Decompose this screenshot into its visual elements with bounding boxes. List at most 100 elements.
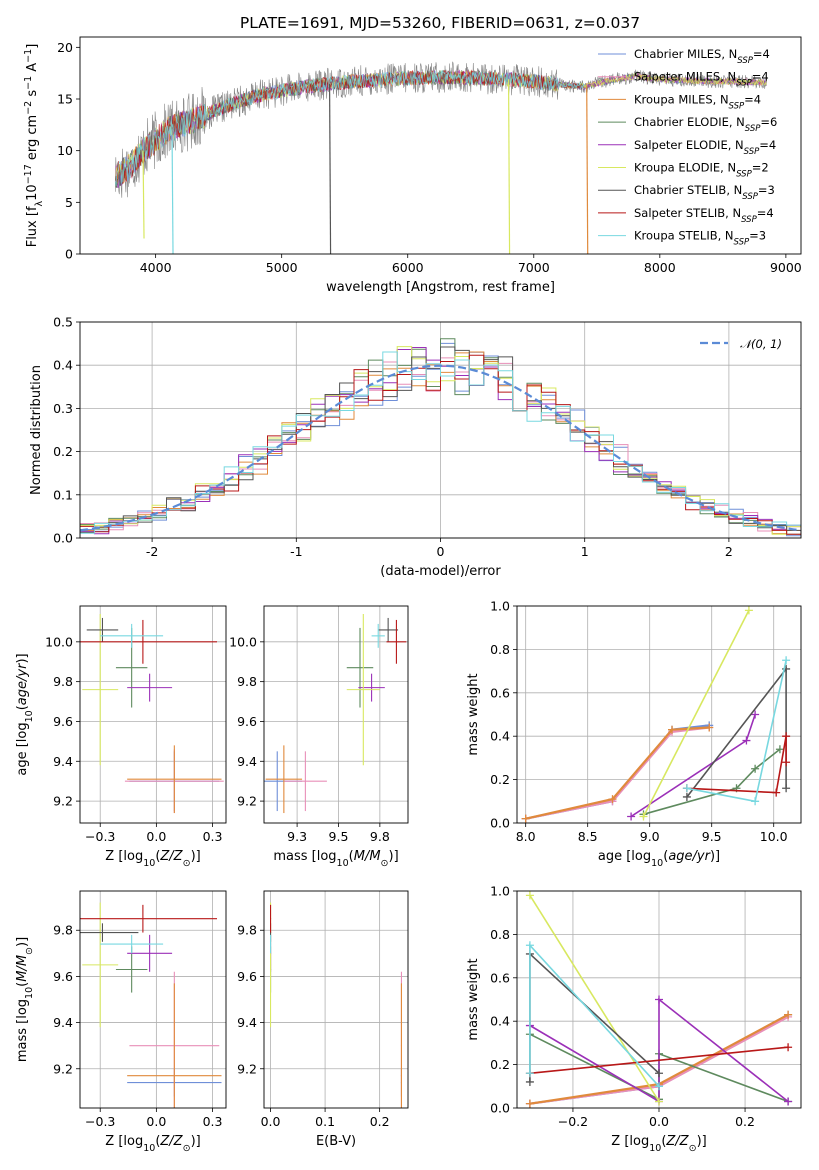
y-tick-label: 9.2 [53, 1061, 73, 1076]
legend-tail: =4 [752, 70, 769, 84]
label-part: erg cm [25, 115, 40, 164]
label-part: Flux [f [25, 206, 40, 247]
label-part: Z [log [105, 849, 143, 864]
plus-marker [682, 792, 691, 801]
y-tick-label: 0.2 [490, 772, 510, 787]
x-tick-label: 1 [581, 544, 589, 559]
label-part: E(B-V) [316, 1134, 356, 1149]
label-part: age [log [598, 849, 651, 864]
plus-marker [751, 764, 760, 773]
label-part: ] [25, 44, 40, 49]
y-axis-label: Flux [fλ10−17 erg cm−2 s−1 A−1] [23, 44, 45, 248]
y-tick-label: 9.4 [237, 754, 257, 769]
plot-area [521, 606, 791, 823]
label-part: ⊙ [183, 858, 191, 869]
plus-marker [655, 995, 663, 1004]
x-axis-label: Z [log10(Z/Z⊙)] [611, 1134, 706, 1154]
plus-marker [751, 797, 760, 806]
legend-label: Kroupa MILES, NSSP=4 [634, 92, 761, 111]
legend-sub: SSP [734, 238, 750, 248]
plot-area [80, 902, 222, 1108]
y-tick-label: 0.8 [490, 927, 510, 942]
legend-label: 𝒩(0, 1) [740, 337, 782, 351]
x-tick-label: 4000 [140, 260, 172, 275]
label-part: )] [191, 849, 201, 864]
y-axis-label: Normed distribution [29, 365, 44, 495]
x-tick-label: 9.5 [329, 829, 349, 844]
label-part: −1 [23, 76, 34, 90]
x-axis-label: age [log10(age/yr)] [598, 849, 720, 869]
label-part: ( [661, 1134, 666, 1149]
plus-marker [782, 784, 791, 793]
spectrum-drop [142, 150, 145, 239]
line-kroupa-elodie [642, 609, 750, 817]
legend-label: Salpeter ELODIE, NSSP=4 [634, 138, 776, 157]
legend-tail: =6 [760, 115, 777, 129]
y-tick-label: 0.0 [490, 816, 510, 831]
line-kroupa-miles [525, 726, 710, 820]
label-part: mass weight [466, 673, 481, 755]
label-part: 10 [24, 987, 35, 999]
label-part: age/yr [15, 662, 30, 705]
legend-text: Chabrier STELIB, N [634, 183, 742, 197]
y-tick-label: 0 [65, 247, 73, 262]
label-part: wavelength [Angstrom, rest frame] [326, 280, 555, 295]
label-part: s [25, 90, 40, 101]
x-tick-label: 9.0 [640, 829, 660, 844]
x-axis-label: E(B-V) [316, 1134, 356, 1149]
line-kroupa-stelib [529, 943, 660, 1087]
x-tick-label: 9.5 [702, 829, 722, 844]
label-part: A [25, 63, 40, 76]
label-part: λ [34, 200, 45, 206]
label-part: M/M [15, 955, 30, 982]
axes-mass-vs-ebv: 0.0 0.1 0.2 9.2 9.4 9.6 9.8 E(B-V) [237, 890, 409, 1149]
label-part: )] [697, 1134, 707, 1149]
x-tick-label: 9.3 [287, 829, 307, 844]
legend-label: Kroupa STELIB, NSSP=3 [634, 229, 766, 248]
x-tick-label: 0.2 [370, 1114, 390, 1129]
legend-sub: SSP [744, 147, 760, 157]
spectrum-line-salpeter-elodie [114, 69, 767, 188]
y-tick-label: 0.1 [53, 487, 73, 502]
spectrum-drop [328, 83, 332, 254]
axes-frame [516, 605, 802, 824]
plus-marker [682, 784, 691, 793]
y-tick-label: 0.8 [490, 642, 510, 657]
legend-tail: =2 [752, 161, 769, 175]
plus-marker [655, 1069, 663, 1078]
plus-marker [784, 1043, 793, 1052]
y-axis-label: mass weight [466, 673, 481, 755]
label-part: Z [log [611, 1134, 649, 1149]
legend-label: Chabrier STELIB, NSSP=3 [634, 183, 775, 202]
plus-marker [782, 656, 791, 665]
y-tick-label: 9.8 [237, 674, 257, 689]
y-tick-label: 0.6 [490, 970, 510, 985]
y-tick-label: 0.5 [53, 315, 73, 330]
label-part: )] [15, 937, 30, 947]
label-part: Z/Z [665, 1134, 689, 1149]
y-tick-label: 9.2 [53, 794, 73, 809]
plus-marker [775, 745, 784, 754]
histogram-kroupa-stelib [80, 351, 801, 534]
label-part: Normed distribution [29, 365, 44, 495]
x-tick-label: −0.3 [85, 829, 115, 844]
legend-sub: SSP [737, 56, 753, 66]
legend-sub: SSP [729, 101, 745, 111]
x-tick-label: 0.0 [146, 1114, 166, 1129]
line-salpeter-elodie [529, 997, 789, 1103]
plus-marker [782, 732, 791, 741]
plus-marker [668, 725, 677, 734]
plot-area [114, 61, 767, 254]
plus-marker [705, 723, 714, 732]
axes-frame [79, 890, 227, 1109]
y-tick-label: 9.6 [53, 969, 73, 984]
axes-mass-weight-vs-Z: −0.2 0.0 0.2 0.0 0.2 0.4 0.6 0.8 1.0 Z [log10(Z/Z… [466, 884, 802, 1154]
label-part: ⊙ [689, 1143, 697, 1154]
x-axis-label: Z [log10(Z/Z⊙)] [105, 849, 200, 869]
legend-text: Salpeter STELIB, N [634, 206, 741, 220]
y-tick-label: 0.0 [53, 531, 73, 546]
axes-mass-vs-Z: −0.3 0.0 0.39.29.49.69.8Z [log10(Z/Z⊙)]mas… [15, 890, 227, 1154]
legend-sub: SSP [741, 215, 757, 225]
x-tick-label: -1 [290, 544, 302, 559]
plus-marker [655, 1097, 663, 1106]
